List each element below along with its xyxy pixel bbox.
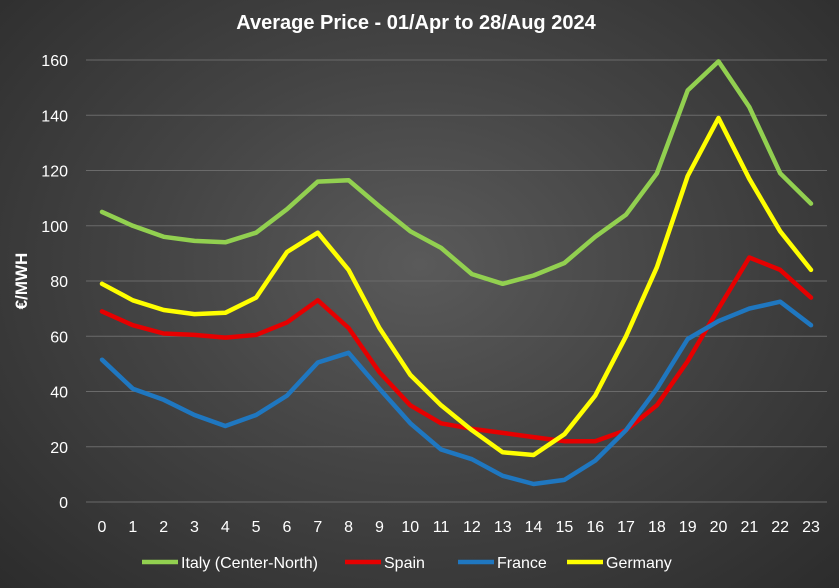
y-tick-label: 20 [50, 440, 68, 457]
series-line-france [99, 299, 814, 487]
x-tick-label: 21 [740, 519, 758, 536]
x-tick-label: 0 [98, 519, 107, 536]
y-tick-label: 100 [41, 219, 68, 236]
series-line-italy-center-north [99, 59, 814, 287]
x-tick-label: 22 [771, 519, 789, 536]
x-tick-label: 14 [525, 519, 543, 536]
x-tick-label: 13 [494, 519, 512, 536]
x-tick-label: 1 [128, 519, 137, 536]
y-tick-label: 160 [41, 53, 68, 70]
x-tick-label: 8 [344, 519, 353, 536]
x-tick-label: 5 [252, 519, 261, 536]
x-tick-label: 16 [586, 519, 604, 536]
y-axis-ticks: 0 20 40 60 80 100 120 140 160 [41, 53, 68, 512]
legend-item-france: France [458, 555, 547, 572]
legend-label: Spain [384, 555, 425, 572]
x-tick-label: 4 [221, 519, 230, 536]
y-tick-label: 40 [50, 385, 68, 402]
legend-item-italy-center-north: Italy (Center-North) [142, 555, 318, 572]
x-tick-label: 17 [617, 519, 635, 536]
chart-title: Average Price - 01/Apr to 28/Aug 2024 [236, 12, 596, 34]
y-tick-label: 60 [50, 329, 68, 346]
x-tick-label: 12 [463, 519, 481, 536]
legend-label: France [497, 555, 547, 572]
legend-label: Italy (Center-North) [181, 555, 318, 572]
x-tick-label: 20 [710, 519, 728, 536]
legend-item-spain: Spain [345, 555, 425, 572]
y-tick-label: 120 [41, 164, 68, 181]
x-tick-label: 6 [283, 519, 292, 536]
x-tick-label: 2 [159, 519, 168, 536]
y-axis-label: €/MWH [12, 253, 31, 310]
x-tick-label: 10 [401, 519, 419, 536]
x-tick-label: 3 [190, 519, 199, 536]
x-axis-ticks: 0 1 2 3 4 5 6 7 8 9 10 11 12 13 14 15 16 17 18 19 20 21 22 23 [98, 519, 820, 536]
x-tick-label: 23 [802, 519, 820, 536]
series-line-spain [99, 255, 814, 444]
y-tick-label: 0 [59, 495, 68, 512]
series-lines [99, 59, 814, 487]
legend: Italy (Center-North) Spain France Germany [142, 555, 672, 572]
series-line-germany [99, 115, 814, 458]
x-tick-label: 18 [648, 519, 666, 536]
legend-label: Germany [606, 555, 672, 572]
y-tick-label: 80 [50, 274, 68, 291]
x-tick-label: 19 [679, 519, 697, 536]
x-tick-label: 7 [313, 519, 322, 536]
x-tick-label: 15 [555, 519, 573, 536]
x-tick-label: 9 [375, 519, 384, 536]
legend-item-germany: Germany [567, 555, 672, 572]
x-tick-label: 11 [433, 519, 450, 536]
y-tick-label: 140 [41, 108, 68, 125]
